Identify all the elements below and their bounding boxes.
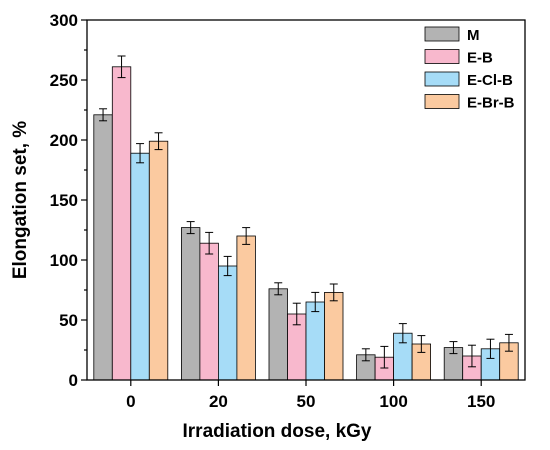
x-axis-ticks: 0 20 50 100 150 (126, 380, 495, 411)
bar-e-br-b-0 (148, 140, 169, 381)
y-tick-label: 300 (50, 11, 78, 30)
error-bar-e-b-100 (380, 345, 389, 369)
y-tick-label: 200 (50, 131, 78, 150)
error-bar-m-0 (99, 108, 108, 122)
x-tick-label: 20 (209, 392, 228, 411)
x-tick-label: 50 (297, 392, 316, 411)
x-tick-label: 100 (379, 392, 407, 411)
x-tick-label: 0 (126, 392, 135, 411)
y-axis-ticks: 0 50 100 150 200 250 300 (50, 11, 87, 390)
error-bar-e-br-b-100 (417, 335, 426, 353)
bar-e-cl-b-20 (217, 265, 238, 381)
bar-e-br-b-50 (324, 291, 344, 381)
error-bar-e-cl-b-20 (223, 255, 232, 277)
legend-label: E-Cl-B (467, 72, 513, 89)
error-bar-m-50 (274, 282, 283, 296)
error-bar-e-br-b-0 (154, 132, 163, 151)
bar-e-cl-b-0 (130, 152, 150, 381)
y-tick-label: 100 (50, 251, 78, 270)
error-bar-e-cl-b-150 (486, 338, 495, 359)
legend-item-e-cl-b: E-Cl-B (424, 71, 513, 89)
legend-swatch (424, 94, 460, 109)
error-bar-e-br-b-50 (329, 283, 338, 302)
bar-m-0 (93, 114, 113, 381)
error-bar-e-b-50 (292, 302, 301, 326)
error-bar-m-150 (449, 341, 458, 355)
legend-swatch (424, 26, 460, 42)
y-tick-label: 150 (50, 191, 78, 210)
y-tick-label: 0 (69, 371, 78, 390)
error-bar-e-cl-b-0 (136, 143, 145, 164)
error-bar-m-100 (361, 348, 370, 362)
legend-item-m: M (424, 26, 480, 44)
legend-label: E-Br-B (467, 95, 515, 112)
bars-layer (93, 66, 519, 381)
error-bar-e-b-0 (117, 55, 126, 79)
bar-e-b-20 (199, 242, 219, 381)
error-bar-e-b-150 (467, 344, 476, 368)
error-bar-m-20 (186, 221, 195, 235)
y-tick-label: 50 (59, 311, 78, 330)
error-bar-e-cl-b-100 (398, 323, 407, 344)
error-bar-e-b-20 (205, 231, 214, 255)
bar-e-br-b-20 (236, 235, 256, 381)
y-axis-title: Elongation set, % (10, 121, 31, 279)
error-bar-e-br-b-150 (504, 333, 513, 352)
legend: M E-B E-Cl-B E-Br-B (424, 26, 515, 112)
error-bar-e-br-b-20 (242, 227, 251, 245)
bar-m-50 (268, 288, 288, 381)
legend-swatch (424, 49, 460, 64)
x-axis-title: Irradiation dose, kGy (183, 421, 372, 442)
bar-e-cl-b-50 (305, 301, 325, 381)
x-tick-label: 150 (467, 392, 495, 411)
legend-label: M (467, 27, 480, 44)
legend-label: E-B (467, 50, 493, 67)
error-bars-layer (99, 55, 513, 369)
legend-item-e-br-b: E-Br-B (424, 94, 515, 112)
y-tick-label: 250 (50, 71, 78, 90)
error-bar-e-cl-b-50 (311, 291, 320, 313)
legend-swatch (424, 71, 460, 87)
bar-m-20 (180, 227, 201, 381)
legend-item-e-b: E-B (424, 49, 493, 67)
bar-e-b-0 (111, 66, 132, 381)
